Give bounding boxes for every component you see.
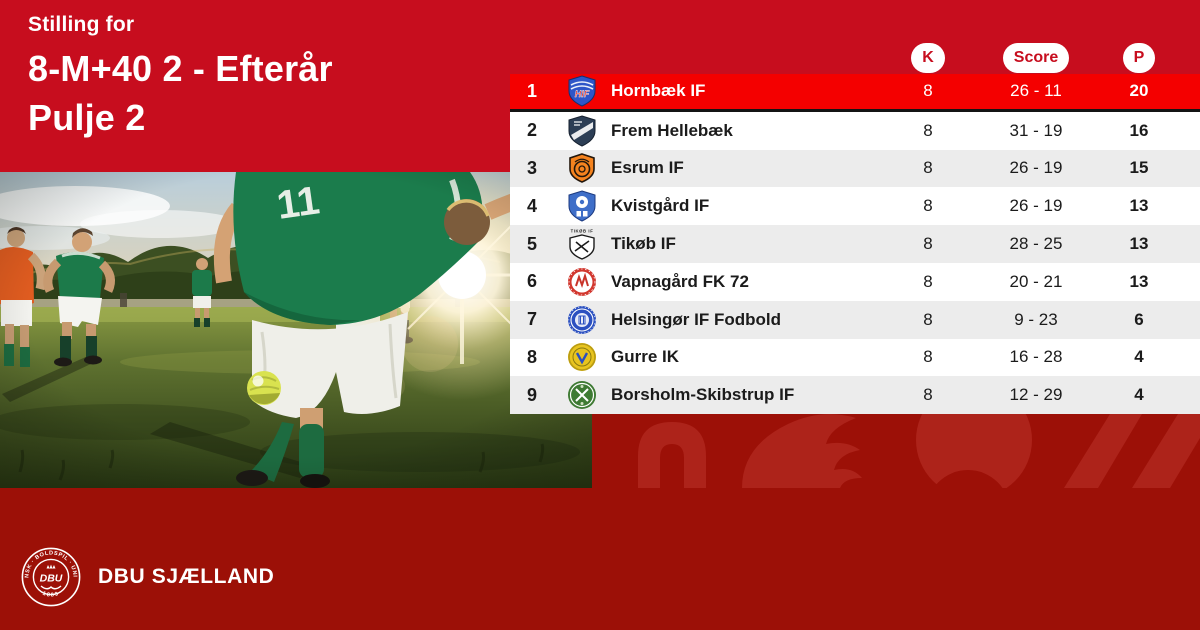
table-row: 4 Kvistgård IF 8 26 - 19 13 bbox=[510, 187, 1200, 226]
footer-brand: DANSK · BOLDSPIL · UNION · 1889 · DBU DB… bbox=[21, 547, 274, 607]
standings-table: K Score P 1 HIF Hornbæk IF 8 26 - 11 20 … bbox=[510, 43, 1200, 415]
headline: Stilling for 8-M+40 2 - Efterår Pulje 2 bbox=[28, 13, 333, 143]
matches-cell: 8 bbox=[923, 347, 933, 367]
position-cell: 1 bbox=[526, 80, 537, 101]
position-cell: 7 bbox=[526, 309, 537, 330]
emblem-crown bbox=[46, 564, 56, 569]
matches-cell: 8 bbox=[923, 158, 933, 178]
points-cell: 6 bbox=[1134, 309, 1144, 329]
score-cell: 31 - 19 bbox=[1009, 120, 1063, 140]
title-eyebrow: Stilling for bbox=[28, 13, 135, 36]
dbu-wordmark: DBU SJÆLLAND bbox=[98, 565, 275, 588]
club-name: Tikøb IF bbox=[611, 234, 676, 254]
field-photo: 11 bbox=[0, 172, 592, 488]
table-row: 5 TIKØB IF Tikøb IF 8 28 - 25 13 bbox=[510, 225, 1200, 263]
club-name: Borsholm-Skibstrup IF bbox=[611, 385, 795, 405]
points-cell: 4 bbox=[1134, 385, 1144, 405]
svg-text:· 1889 ·: · 1889 · bbox=[36, 588, 66, 599]
points-cell: 15 bbox=[1129, 158, 1149, 178]
score-cell: 20 - 21 bbox=[1009, 271, 1063, 291]
column-badge-matches: K bbox=[911, 43, 945, 73]
table-row: 8 Gurre IK 8 16 - 28 4 bbox=[510, 338, 1200, 377]
points-cell: 13 bbox=[1129, 234, 1149, 254]
table-row: 7 Helsingør IF Fodbold 8 9 - 23 6 bbox=[510, 300, 1200, 339]
matches-cell: 8 bbox=[923, 234, 933, 254]
matches-cell: 8 bbox=[923, 309, 933, 329]
column-badge-points: P bbox=[1122, 43, 1156, 73]
points-cell: 13 bbox=[1129, 196, 1149, 216]
points-cell: 20 bbox=[1129, 81, 1149, 101]
emblem-wings bbox=[40, 585, 62, 590]
club-logo-frem-hellebaek bbox=[567, 115, 597, 147]
score-cell: 9 - 23 bbox=[1014, 309, 1058, 329]
points-cell: 16 bbox=[1129, 120, 1149, 140]
position-cell: 6 bbox=[526, 271, 537, 292]
table-row: 2 Frem Hellebæk 8 31 - 19 16 bbox=[510, 111, 1200, 150]
position-cell: 3 bbox=[526, 157, 537, 178]
position-cell: 9 bbox=[526, 384, 537, 405]
club-logo-hornbaek-if: HIF bbox=[567, 75, 597, 107]
table-row: 6 Vapnagård FK 72 8 20 - 21 13 bbox=[510, 262, 1200, 301]
score-cell: 28 - 25 bbox=[1009, 234, 1063, 254]
dbu-emblem: DANSK · BOLDSPIL · UNION · 1889 · DBU bbox=[21, 547, 81, 607]
club-logo-vapnagaard-fk-72 bbox=[567, 267, 597, 297]
club-logo-kvistgaard-if bbox=[567, 190, 597, 222]
title-line-1: 8-M+40 2 - Efterår bbox=[28, 48, 333, 89]
club-logo-borsholm-skibstrup-if bbox=[567, 380, 597, 410]
score-cell: 16 - 28 bbox=[1009, 347, 1063, 367]
score-cell: 26 - 19 bbox=[1009, 196, 1063, 216]
svg-text:TIKØB IF: TIKØB IF bbox=[571, 229, 594, 234]
column-badge-score: Score bbox=[1002, 43, 1070, 73]
score-cell: 12 - 29 bbox=[1009, 385, 1063, 405]
points-cell: 4 bbox=[1134, 347, 1144, 367]
column-header-row: K Score P bbox=[510, 43, 1200, 74]
matches-cell: 8 bbox=[923, 81, 933, 101]
club-logo-esrum-if bbox=[567, 153, 597, 184]
club-name: Gurre IK bbox=[611, 347, 680, 367]
matches-cell: 8 bbox=[923, 385, 933, 405]
matches-cell: 8 bbox=[923, 196, 933, 216]
club-name: Esrum IF bbox=[611, 158, 684, 178]
club-name: Hornbæk IF bbox=[611, 81, 706, 101]
table-row: 9 Borsholm-Skibstrup IF 8 12 - 29 4 bbox=[510, 376, 1200, 415]
table-row: 3 Esrum IF 8 26 - 19 15 bbox=[510, 149, 1200, 188]
score-cell: 26 - 11 bbox=[1010, 81, 1062, 101]
club-name: Helsingør IF Fodbold bbox=[611, 309, 781, 329]
matches-cell: 8 bbox=[923, 120, 933, 140]
position-cell: 8 bbox=[526, 346, 537, 367]
matches-cell: 8 bbox=[923, 271, 933, 291]
points-cell: 13 bbox=[1129, 271, 1149, 291]
table-row-leader: 1 HIF Hornbæk IF 8 26 - 11 20 bbox=[510, 74, 1200, 112]
position-cell: 4 bbox=[526, 195, 537, 216]
svg-text:HIF: HIF bbox=[575, 89, 590, 99]
club-name: Kvistgård IF bbox=[611, 196, 710, 216]
dbu-crest-watermark bbox=[638, 414, 1200, 488]
club-logo-gurre-ik bbox=[567, 342, 597, 372]
score-cell: 26 - 19 bbox=[1009, 158, 1063, 178]
club-name: Frem Hellebæk bbox=[611, 120, 733, 140]
club-logo-tikoeb-if: TIKØB IF bbox=[565, 227, 599, 261]
club-logo-helsingoer-if bbox=[567, 305, 597, 335]
title-line-2: Pulje 2 bbox=[28, 97, 146, 139]
position-cell: 2 bbox=[526, 120, 537, 141]
position-cell: 5 bbox=[526, 233, 537, 254]
club-name: Vapnagård FK 72 bbox=[611, 271, 749, 291]
emblem-monogram: DBU bbox=[40, 573, 63, 585]
